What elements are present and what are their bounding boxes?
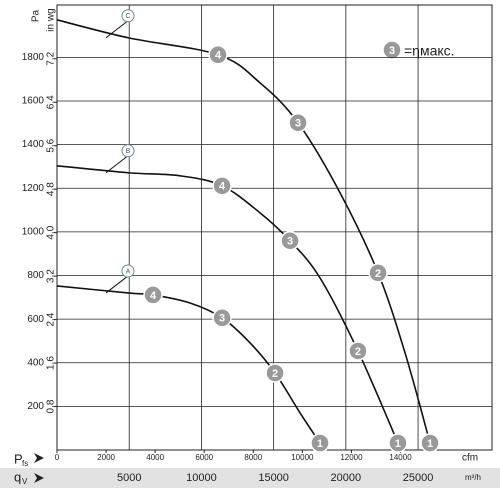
- x2-tick-label: 4000: [146, 453, 164, 462]
- x2-unit: cfm: [462, 453, 478, 464]
- point-label: 3: [287, 236, 293, 248]
- y-unit: Pa: [31, 9, 42, 22]
- y-label: P fs: [14, 451, 44, 468]
- y-tick-label: 1000: [22, 227, 45, 238]
- leader: [105, 20, 129, 39]
- point-label: 3: [219, 313, 225, 325]
- point-label: 1: [395, 438, 401, 450]
- operating-point: [310, 433, 330, 453]
- curve: [56, 19, 431, 444]
- y-tick-label: 200: [27, 401, 44, 412]
- series-name: C: [125, 13, 130, 20]
- point-label: 4: [215, 50, 222, 62]
- operating-point: [420, 433, 440, 453]
- series-tag: [121, 9, 135, 23]
- point-label: 1: [427, 438, 433, 450]
- operating-point: [368, 263, 388, 283]
- x-tick-label: 5000: [117, 472, 141, 484]
- x2-tick-label: 6000: [195, 453, 213, 462]
- y2-tick-label: 5,6: [46, 138, 57, 152]
- curve: [56, 285, 321, 444]
- series-name: A: [126, 268, 131, 275]
- y-tick-label: 400: [27, 357, 44, 368]
- point-label: 2: [375, 268, 381, 280]
- y-tick-label: 1400: [22, 139, 45, 150]
- legend-marker: [382, 40, 402, 60]
- legend: 3 =ηмакс.: [382, 40, 455, 60]
- y2-unit: in wg: [46, 8, 57, 31]
- arrow: [34, 473, 44, 483]
- x-band: [0, 468, 500, 488]
- arrow: [34, 453, 44, 463]
- operating-point: [143, 285, 163, 305]
- plot-frame: [56, 4, 493, 451]
- legend-text: =ηмакс.: [404, 43, 455, 59]
- x-unit: m³/h: [465, 473, 481, 482]
- legend-symbol: 3: [389, 45, 395, 57]
- operating-point: [348, 341, 368, 361]
- y-tick-label: 1600: [22, 96, 45, 107]
- y2-tick-label: 3,2: [46, 269, 57, 283]
- point-label: 2: [272, 368, 278, 380]
- x-label: q V: [14, 469, 44, 486]
- point-label: 4: [150, 290, 157, 302]
- y-tick-label: 1200: [22, 183, 45, 194]
- x-label-main: q: [14, 469, 21, 484]
- x2-tick-label: 14000: [389, 453, 412, 462]
- point-label: 4: [219, 181, 226, 193]
- x-tick-label: 10000: [186, 472, 217, 484]
- x-tick-label: 25000: [403, 472, 434, 484]
- x2-tick-label: 10000: [291, 453, 314, 462]
- operating-point: [212, 176, 232, 196]
- operating-point: [212, 308, 232, 328]
- series-tag: [121, 264, 135, 278]
- x-tick-label: 15000: [258, 472, 289, 484]
- operating-point: [280, 231, 300, 251]
- operating-point: [388, 433, 408, 453]
- x-label-sub: V: [22, 477, 28, 486]
- series-name: B: [126, 148, 131, 155]
- y2-tick-label: 6,4: [46, 95, 57, 109]
- y-tick-label: 800: [27, 270, 44, 281]
- point-label: 2: [355, 346, 361, 358]
- y-tick-label: 600: [27, 314, 44, 325]
- y2-tick-label: 1,6: [46, 356, 57, 370]
- x2-tick-label: 2000: [97, 453, 115, 462]
- y-tick-label: 1800: [22, 52, 45, 63]
- x2-tick-label: 0: [55, 453, 60, 462]
- y2-tick-label: 7,2: [46, 51, 57, 65]
- leader: [105, 155, 129, 174]
- point-label: 1: [317, 438, 323, 450]
- x2-tick-label: 12000: [340, 453, 363, 462]
- point-label: 3: [295, 118, 301, 130]
- series-tag: [121, 144, 135, 158]
- operating-point: [265, 363, 285, 383]
- x-tick-label: 20000: [331, 472, 362, 484]
- y2-tick-label: 4,8: [46, 182, 57, 196]
- y2-tick-label: 0,8: [46, 399, 57, 413]
- y2-tick-label: 2,4: [46, 312, 57, 326]
- y2-tick-label: 4,0: [46, 225, 57, 239]
- operating-point: [208, 44, 228, 65]
- operating-point: [288, 113, 308, 133]
- y-label-sub: fs: [22, 459, 28, 468]
- leader: [105, 275, 129, 294]
- y-label-main: P: [14, 451, 23, 466]
- x2-tick-label: 8000: [244, 453, 262, 462]
